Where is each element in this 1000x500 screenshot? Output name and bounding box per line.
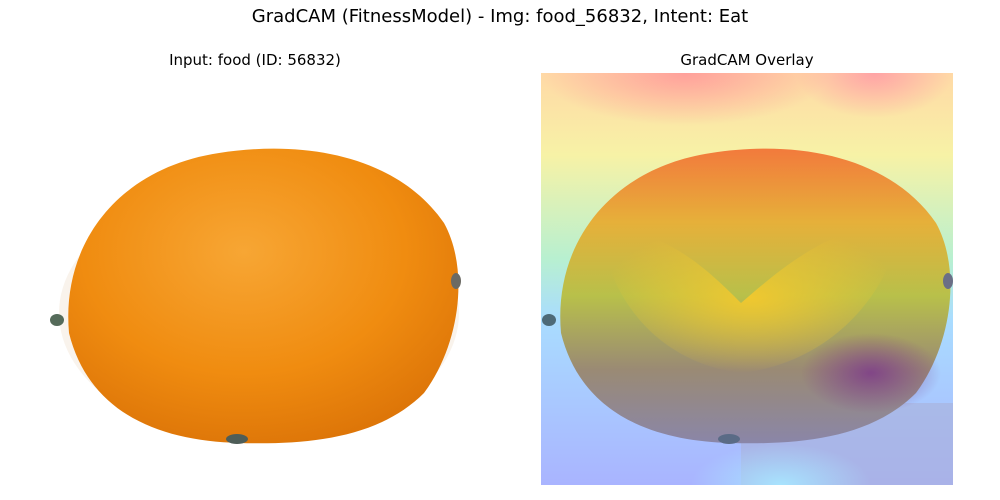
orange-fruit [68,148,459,444]
overlay-stem-bottom [718,434,740,444]
orange-stem-right [451,273,461,289]
overlay-stem-left [542,314,556,326]
overlay-panel-title: GradCAM Overlay [680,51,814,69]
heat-purple-region [801,333,941,413]
figure-suptitle: GradCAM (FitnessModel) - Img: food_56832… [251,6,749,27]
input-panel-title: Input: food (ID: 56832) [169,51,341,69]
heat-center-yellow [601,223,901,373]
input-image [49,73,461,485]
overlay-stem-right [943,273,953,289]
orange-stem-left [50,314,64,326]
orange-stem-bottom [226,434,248,444]
gradcam-overlay [541,73,953,485]
input-image-panel [49,73,461,485]
overlay-image-panel [541,73,953,485]
